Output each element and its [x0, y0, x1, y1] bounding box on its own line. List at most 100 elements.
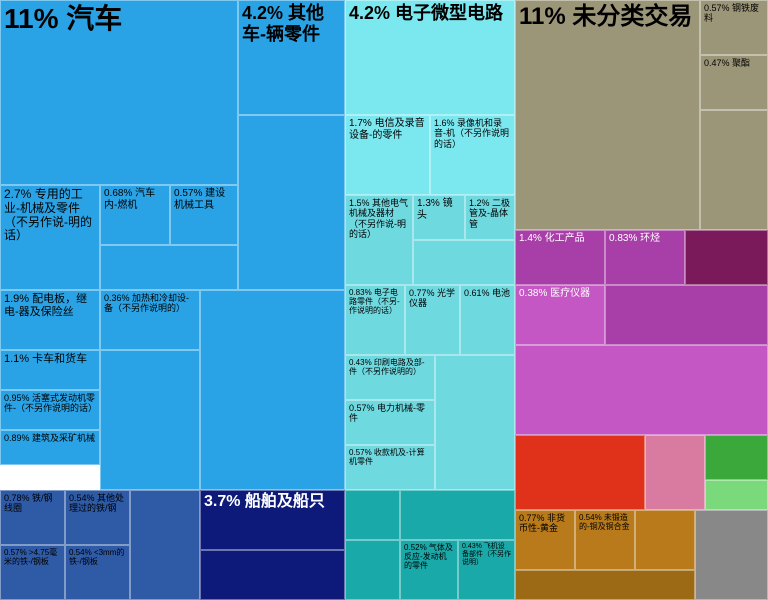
cell-pct: 1.3%	[417, 198, 443, 209]
cell-piston: 0.95% 活塞式发动机零件-（不另作说明的话）	[0, 390, 100, 430]
cell-cy-fill-2	[435, 355, 515, 490]
cell-pct: 1.6%	[434, 118, 457, 128]
cell-heating: 0.36% 加热和冷却设-备（不另作说明的）	[100, 290, 200, 350]
cell-chem: 1.4% 化工产品	[515, 230, 605, 285]
cell-otherelec: 1.5% 其他电气机械及器材（不另作说-明的话）	[345, 195, 413, 285]
cell-pct: 4.2%	[349, 3, 395, 23]
cell-red-fill	[515, 435, 645, 510]
cell-pct: 0.36%	[104, 293, 132, 303]
cell-pct: 0.38%	[519, 288, 550, 299]
cell-steel3: 0.57% >4.75毫米的铁-/钢板	[0, 545, 65, 600]
cell-lens: 1.3% 镜头	[413, 195, 465, 240]
cell-constr: 0.57% 建设机械工具	[170, 185, 238, 245]
cell-pct: 0.43%	[349, 358, 374, 367]
cell-medinst: 0.38% 医疗仪器	[515, 285, 605, 345]
cell-copper: 0.54% 未锻造的-铜及铜合金	[575, 510, 635, 570]
cell-pct: 0.57%	[174, 188, 205, 199]
cell-pct: 0.77%	[519, 513, 547, 523]
cell-br-fill	[635, 510, 695, 570]
export-treemap: 11% 汽车4.2% 其他车-辆零件2.7% 专用的工业-机械及零件（不另作说-…	[0, 0, 768, 600]
cell-pct: 1.1%	[4, 353, 32, 365]
cell-tq-fill	[345, 490, 400, 540]
cell-b-fill-3	[200, 290, 345, 490]
cell-b-fill-1	[100, 245, 238, 290]
cell-pct: 2.7%	[4, 187, 35, 201]
cell-pcb: 0.43% 印刷电路及部-件（不另作说明的）	[345, 355, 435, 400]
cell-tq-fill2	[345, 540, 400, 600]
cell-label: 未分类交易	[572, 3, 692, 30]
cell-diode: 1.2% 二极管及-晶体管	[465, 195, 515, 240]
cell-label: 船舶及船只	[245, 493, 325, 510]
cell-pct: 0.89%	[4, 433, 32, 443]
cell-auto: 11% 汽车	[0, 0, 238, 185]
cell-trucks: 1.1% 卡车和货车	[0, 350, 100, 390]
cell-pct: 0.68%	[104, 188, 135, 199]
cell-circuit: 0.83% 电子电路零件（不另-作说明的话）	[345, 285, 405, 355]
cell-pct: 1.4%	[519, 233, 545, 244]
cell-pct: 0.77%	[409, 288, 437, 298]
cell-tq-fill3	[400, 490, 515, 540]
cell-b-fill-4	[100, 350, 200, 490]
cell-battery: 0.61% 电池	[460, 285, 515, 355]
cell-pk-fill	[645, 435, 705, 510]
cell-label: 聚酯	[732, 58, 750, 68]
cell-engine: 0.68% 汽车内-燃机	[100, 185, 170, 245]
cell-pct: 0.57%	[4, 548, 29, 557]
cell-label: 汽车	[66, 3, 122, 34]
cell-ic: 4.2% 电子微型电路	[345, 0, 515, 115]
cell-pct: 1.2%	[469, 198, 492, 208]
cell-pct: 0.57%	[704, 3, 732, 13]
cell-pu-fill-2	[605, 285, 768, 345]
cell-gold: 0.77% 非货币性-黄金	[515, 510, 575, 570]
cell-cnmining: 0.89% 建筑及采矿机械	[0, 430, 100, 465]
cell-elec-brk: 1.9% 配电板，继电-器及保险丝	[0, 290, 100, 350]
cell-label: 卡车和货车	[32, 353, 87, 365]
cell-pct: 0.43%	[462, 543, 484, 550]
cell-nv-fill	[200, 550, 345, 600]
cell-steel2: 0.54% 其他处理过的铁/钢	[65, 490, 130, 545]
cell-pct: 0.83%	[349, 288, 374, 297]
cell-pct: 1.5%	[349, 198, 372, 208]
cell-pct: 3.7%	[204, 493, 245, 510]
cell-pct: 0.54%	[69, 548, 94, 557]
cell-telecom: 1.7% 电信及录音设备-的零件	[345, 115, 430, 195]
cell-ol-fill	[700, 110, 768, 230]
cell-label: 建筑及采矿机械	[32, 433, 95, 443]
cell-ind-mach: 2.7% 专用的工业-机械及零件（不另作说-明的话）	[0, 185, 100, 290]
cell-label: 电子微型电路	[395, 3, 503, 23]
cell-pct: 4.2%	[242, 3, 288, 23]
cell-pct: 0.52%	[404, 543, 429, 552]
cell-polyester: 0.47% 聚酯	[700, 55, 768, 110]
cell-label: 电池	[492, 288, 510, 298]
cell-steel1: 0.78% 铁/钢线圈	[0, 490, 65, 545]
cell-gr-fill	[705, 435, 768, 480]
cell-cy-fill-1	[413, 240, 515, 285]
cell-lg-fill	[705, 480, 768, 510]
cell-st-fill	[130, 490, 200, 600]
cell-pct: 0.57%	[349, 448, 374, 457]
cell-optics: 0.77% 光学仪器	[405, 285, 460, 355]
cell-scrap: 0.57% 钢铁废料	[700, 0, 768, 55]
cell-aircraft: 0.43% 飞机设备部件（不另作说明）	[458, 540, 515, 600]
cell-pct: 0.54%	[579, 513, 604, 522]
cell-pct: 0.47%	[704, 58, 732, 68]
cell-label: 医疗仪器	[550, 288, 590, 299]
cell-pct: 1.9%	[4, 293, 32, 305]
cell-pct: 11%	[4, 3, 66, 34]
cell-cash: 0.57% 收款机及-计算机零件	[345, 445, 435, 490]
cell-steel4: 0.54% <3mm的铁-/钢板	[65, 545, 130, 600]
cell-cyclics: 0.83% 环烃	[605, 230, 685, 285]
cell-pct: 0.54%	[69, 493, 97, 503]
cell-vcr: 1.6% 录像机和录音-机（不另作说明的话）	[430, 115, 515, 195]
cell-pct: 1.7%	[349, 118, 375, 129]
cell-mix-fill	[695, 510, 768, 600]
cell-pu-fill-3	[515, 345, 768, 435]
cell-label: 化工产品	[545, 233, 585, 244]
cell-b-fill-2	[238, 115, 345, 290]
cell-pct: 0.95%	[4, 393, 32, 403]
cell-other-veh: 4.2% 其他车-辆零件	[238, 0, 345, 115]
cell-pct: 0.61%	[464, 288, 492, 298]
cell-pct: 0.78%	[4, 493, 32, 503]
cell-pu-fill-1	[685, 230, 768, 285]
cell-pct: 11%	[519, 3, 572, 30]
